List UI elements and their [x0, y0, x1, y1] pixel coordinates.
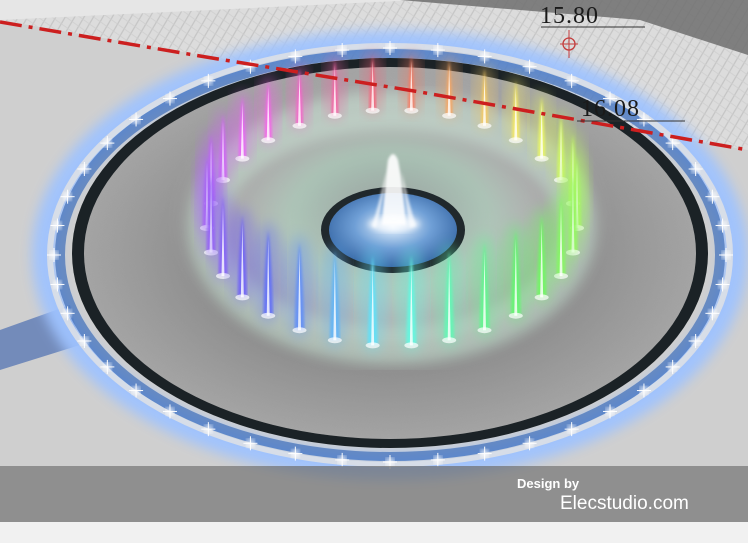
rim-light	[430, 43, 445, 58]
water-jet	[230, 90, 255, 165]
rim-light	[100, 359, 115, 374]
rim-light	[60, 189, 75, 204]
rim-light	[715, 218, 730, 233]
rim-light	[47, 248, 61, 262]
rim-light	[77, 162, 92, 177]
elevation-label-lower: 16.08	[581, 96, 640, 122]
credit-band	[0, 466, 748, 522]
rim-light	[477, 49, 492, 64]
rim-light	[335, 452, 350, 467]
rim-light	[522, 59, 537, 74]
water-jet	[323, 54, 347, 121]
rim-light	[60, 306, 75, 321]
water-jet	[400, 50, 423, 116]
elevation-marker	[560, 30, 578, 58]
water-jet	[227, 207, 258, 305]
walkway-edge	[400, 0, 748, 55]
rim-light	[129, 112, 144, 127]
credit-site-name: Elecstudio.com	[560, 493, 689, 514]
rim-light	[50, 277, 65, 292]
rim-light	[522, 436, 537, 451]
rim-light	[715, 277, 730, 292]
rim-light	[564, 73, 579, 88]
rim-light	[688, 162, 703, 177]
water-jet	[356, 247, 389, 354]
rim-light	[603, 91, 618, 106]
rim-light	[383, 455, 397, 469]
rim-light	[665, 136, 680, 151]
rim-light	[335, 43, 350, 58]
bottom-strip	[0, 522, 748, 543]
rim-light	[705, 189, 720, 204]
rim-light	[665, 359, 680, 374]
rim-light	[201, 73, 216, 88]
elevation-label-upper: 15.80	[540, 3, 599, 29]
rim-light	[243, 436, 258, 451]
water-jet	[437, 54, 461, 121]
center-fountain	[368, 154, 420, 232]
water-jet	[529, 90, 554, 165]
rim-light	[564, 422, 579, 437]
water-jet	[287, 63, 312, 131]
rim-light	[162, 404, 177, 419]
water-jet	[395, 247, 428, 354]
water-jet	[500, 222, 532, 324]
water-jet	[472, 63, 497, 131]
rim-light	[383, 41, 397, 55]
credit-design-by: Design by	[517, 476, 580, 491]
rim-light	[201, 422, 216, 437]
water-jet	[283, 234, 316, 338]
rim-light	[603, 404, 618, 419]
rim-light	[636, 383, 651, 398]
rim-light	[719, 248, 733, 262]
rim-lights	[47, 41, 733, 469]
water-jet	[526, 207, 557, 305]
rim-light	[430, 452, 445, 467]
rim-light	[129, 383, 144, 398]
rim-light	[477, 446, 492, 461]
colored-jets	[193, 50, 591, 354]
rim-light	[288, 49, 303, 64]
rim-light	[77, 333, 92, 348]
rim-light	[288, 446, 303, 461]
rim-light	[705, 306, 720, 321]
water-jet	[468, 234, 501, 338]
water-jet	[252, 222, 284, 324]
water-jet	[256, 75, 281, 146]
rim-light	[162, 91, 177, 106]
water-jet	[433, 243, 466, 349]
rim-light	[688, 333, 703, 348]
rim-light	[100, 136, 115, 151]
water-jet	[318, 243, 351, 349]
rim-light	[50, 218, 65, 233]
